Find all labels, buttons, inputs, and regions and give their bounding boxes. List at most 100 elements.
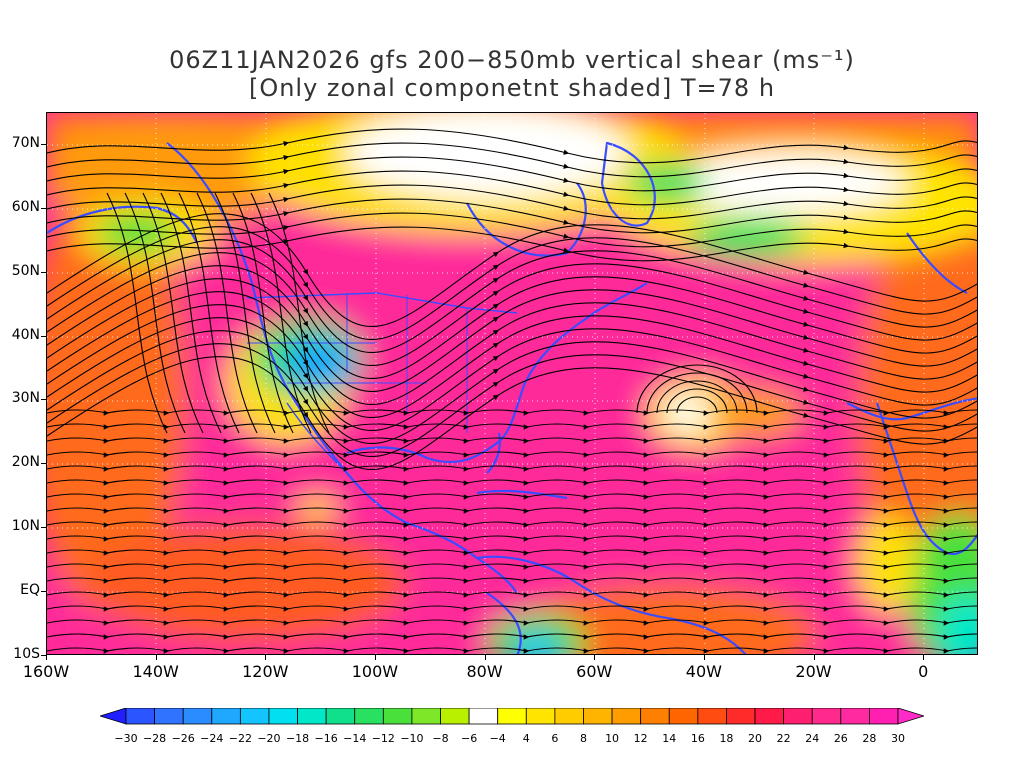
colorbar-swatch: [525, 708, 556, 725]
streamline: [47, 252, 977, 367]
colorbar-swatch: [182, 708, 213, 725]
colorbar-label: 18: [719, 732, 734, 745]
colorbar-low-arrow: [100, 708, 127, 725]
streamlines: [47, 128, 977, 654]
colorbar-swatch: [125, 708, 155, 725]
shear-field-svg: [47, 113, 977, 654]
streamline: [47, 535, 977, 542]
lon-label: 40W: [685, 662, 722, 681]
streamline: [47, 619, 977, 626]
streamline: [160, 192, 222, 434]
colorbar-swatch: [325, 708, 356, 725]
lon-label: 140W: [132, 662, 179, 681]
lat-label: EQ: [20, 582, 40, 599]
colorbar-label: 4: [522, 732, 530, 745]
streamline: [666, 388, 728, 414]
lon-label: 0: [918, 662, 929, 681]
streamline: [232, 192, 294, 434]
lat-tick: [41, 335, 46, 337]
streamline: [47, 605, 977, 612]
colorbar-label: −24: [200, 732, 224, 745]
streamline: [47, 577, 977, 584]
streamline: [47, 226, 977, 262]
streamline: [250, 192, 312, 434]
colorbar-swatch: [640, 708, 670, 725]
streamline: [47, 304, 977, 419]
lat-tick: [41, 591, 46, 593]
streamline: [124, 192, 186, 434]
lat-label: 20N: [11, 454, 40, 471]
streamline: [47, 451, 977, 458]
lon-tick: [813, 655, 815, 660]
lat-label: 50N: [11, 262, 40, 279]
lat-tick: [41, 207, 46, 209]
lon-tick: [374, 655, 376, 660]
colorbar-label: −14: [343, 732, 367, 745]
streamline: [106, 192, 168, 434]
colorbar-swatch: [754, 708, 785, 725]
shading-layer: [47, 113, 977, 654]
streamline: [636, 364, 758, 414]
colorbar-label: 12: [633, 732, 648, 745]
colorbar-label: −18: [285, 732, 310, 745]
streamline: [47, 239, 977, 354]
streamline: [47, 184, 977, 220]
colorbar-label: 8: [579, 732, 587, 745]
colorbar-label: 22: [776, 732, 791, 745]
shear-map: [46, 112, 978, 655]
colorbar-swatch: [583, 708, 613, 725]
lon-tick: [155, 655, 157, 660]
lon-label: 160W: [22, 662, 70, 681]
streamline: [47, 278, 977, 393]
colorbar-swatch: [783, 708, 813, 725]
colorbar-high-arrow: [897, 708, 924, 725]
colorbar-label: −4: [489, 732, 506, 745]
colorbar-label: −8: [432, 732, 449, 745]
streamline: [47, 493, 977, 500]
streamline: [178, 192, 240, 434]
colorbar-swatch: [840, 708, 870, 725]
streamline: [47, 330, 977, 445]
colorbar-swatch: [726, 708, 756, 725]
colorbar-label: −12: [371, 732, 395, 745]
lat-label: 10N: [11, 518, 40, 535]
colorbar-swatch: [297, 708, 327, 725]
colorbar-swatch: [211, 708, 241, 725]
streamline: [47, 647, 977, 654]
colorbar-swatch: [354, 708, 384, 725]
streamline: [47, 479, 977, 486]
colorbar-swatch: [668, 708, 699, 725]
colorbar-swatch: [611, 708, 642, 725]
colorbar-swatch: [268, 708, 298, 725]
streamline: [47, 156, 977, 192]
streamline: [47, 291, 977, 406]
streamline: [47, 591, 977, 598]
streamline: [47, 507, 977, 514]
colorbar-swatch: [440, 708, 470, 725]
streamline: [646, 372, 748, 414]
colorbar-swatch: [382, 708, 413, 725]
streamline: [47, 317, 977, 432]
colorbar-label: −16: [314, 732, 338, 745]
colorbar: [100, 708, 924, 725]
colorbar-label: 24: [805, 732, 820, 745]
lon-tick: [594, 655, 596, 660]
lat-label: 70N: [11, 134, 40, 151]
streamline: [47, 633, 977, 640]
chart-title-line-1: 06Z11JAN2026 gfs 200−850mb vertical shea…: [169, 46, 855, 74]
colorbar-swatch: [239, 708, 270, 725]
colorbar-label: 16: [690, 732, 705, 745]
colorbar-label: −26: [171, 732, 195, 745]
colorbar-swatch: [411, 708, 441, 725]
streamline: [47, 226, 977, 341]
colorbar-swatch: [154, 708, 184, 725]
chart-title-line-2: [Only zonal componetnt shaded] T=78 h: [248, 74, 776, 102]
streamline: [47, 465, 977, 472]
lat-tick: [41, 655, 46, 656]
streamline: [47, 198, 977, 234]
streamline: [268, 192, 330, 434]
lat-tick: [41, 399, 46, 401]
lon-tick: [923, 655, 925, 660]
colorbar-label: −20: [257, 732, 281, 745]
colorbar-label: 26: [833, 732, 848, 745]
